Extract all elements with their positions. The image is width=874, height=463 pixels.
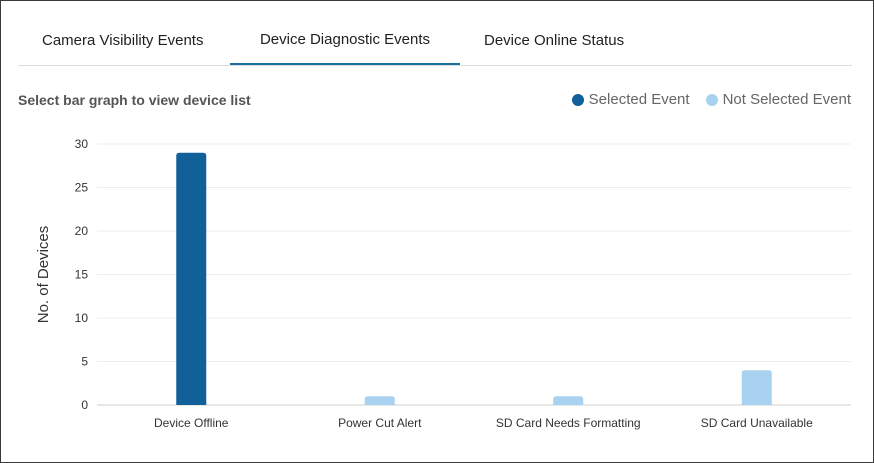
legend-selected-label: Selected Event <box>588 91 690 108</box>
y-tick-label: 30 <box>75 137 89 151</box>
bar-sd-card-needs-formatting[interactable] <box>553 396 584 405</box>
chart-instruction: Select bar graph to view device list <box>18 92 251 108</box>
x-tick-label: Device Offline <box>154 416 229 430</box>
y-tick-label: 0 <box>81 398 88 412</box>
x-tick-label: Power Cut Alert <box>338 416 422 430</box>
tab-device-online-status[interactable]: Device Online Status <box>484 31 625 49</box>
chart-legend: Selected Event Not Selected Event <box>556 91 851 108</box>
x-tick-label: SD Card Unavailable <box>701 416 813 430</box>
selected-dot-icon <box>571 93 584 106</box>
y-tick-label: 10 <box>75 311 89 325</box>
x-tick-label: SD Card Needs Formatting <box>496 416 641 430</box>
y-axis-label: No. of Devices <box>35 226 52 324</box>
bar-power-cut-alert[interactable] <box>364 396 395 405</box>
event-tabs: Camera Visibility Events Device Diagnost… <box>18 15 852 66</box>
legend-not-selected-event: Not Selected Event <box>705 91 851 108</box>
y-tick-label: 5 <box>81 355 88 369</box>
tab-device-diagnostic-events[interactable]: Device Diagnostic Events <box>230 15 460 65</box>
legend-selected-event: Selected Event <box>571 91 690 108</box>
y-tick-label: 25 <box>75 181 89 195</box>
y-tick-label: 20 <box>75 224 89 238</box>
not-selected-dot-icon <box>705 93 718 106</box>
bar-sd-card-unavailable[interactable] <box>741 370 772 405</box>
legend-not-selected-label: Not Selected Event <box>722 91 851 108</box>
tab-camera-visibility-events[interactable]: Camera Visibility Events <box>42 31 204 49</box>
bar-device-offline[interactable] <box>176 152 207 405</box>
y-tick-label: 15 <box>75 268 89 282</box>
